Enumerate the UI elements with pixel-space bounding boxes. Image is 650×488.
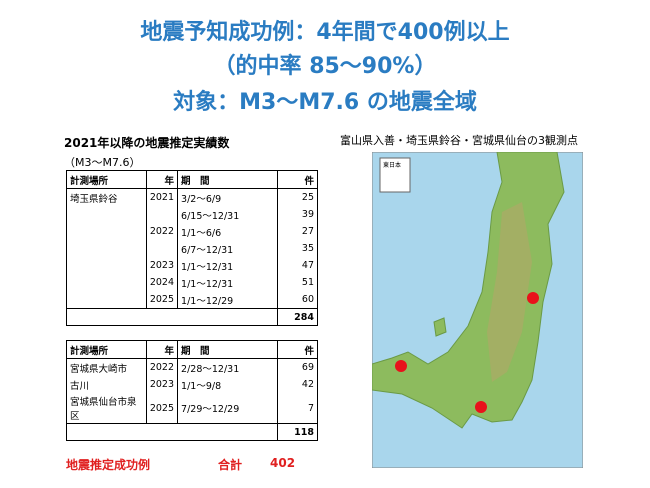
- cell: 6/7～12/31: [177, 240, 278, 257]
- row: 2023 1/1～12/31 47: [66, 257, 319, 274]
- station-dot: [527, 292, 539, 304]
- cell: 2022: [145, 358, 179, 376]
- row: 古川 2023 1/1～9/8 42: [66, 376, 319, 393]
- cell: 1/1～9/8: [177, 376, 278, 393]
- row: 6/15～12/31 39: [66, 206, 319, 223]
- sum-label: 合計: [218, 458, 243, 472]
- cell: 1/1～12/29: [177, 291, 278, 309]
- table-heading: 2021年以降の地震推定実績数: [64, 136, 230, 150]
- header-row: 計測場所年期 間件: [66, 340, 319, 359]
- cell: 60: [276, 291, 319, 309]
- cell: 2024: [145, 274, 179, 291]
- cell: 宮城県仙台市泉区: [66, 393, 147, 424]
- header-cell: 件: [276, 170, 319, 189]
- cell: 古川: [66, 376, 147, 393]
- cell: 2022: [145, 223, 179, 240]
- island: [433, 317, 447, 337]
- cell: 39: [276, 206, 319, 223]
- cell: 1/1～12/31: [177, 274, 278, 291]
- sum-value: 402: [270, 456, 296, 470]
- row: 2024 1/1～12/31 51: [66, 274, 319, 291]
- cell: [66, 240, 147, 257]
- header-cell: 期 間: [177, 170, 278, 189]
- cell: 6/15～12/31: [177, 206, 278, 223]
- cell: 47: [276, 257, 319, 274]
- cell: [66, 206, 147, 223]
- cell: 7: [276, 393, 319, 424]
- mountains: [487, 202, 532, 382]
- cell: 35: [276, 240, 319, 257]
- row: 6/7～12/31 35: [66, 240, 319, 257]
- cell: 7/29～12/29: [177, 393, 278, 424]
- cell: 宮城県大崎市: [66, 358, 147, 376]
- cell: 25: [276, 188, 319, 206]
- cell: [66, 291, 147, 309]
- total-spacer: [66, 423, 278, 441]
- station-dot: [475, 401, 487, 413]
- cell: 2025: [145, 393, 179, 424]
- row: 宮城県仙台市泉区 2025 7/29～12/29 7: [66, 393, 319, 424]
- cell: 1/1～6/6: [177, 223, 278, 240]
- cell: 埼玉県鈴谷: [66, 188, 147, 206]
- cell: [66, 223, 147, 240]
- results-table: 計測場所年期 間件埼玉県鈴谷 2021 3/2～6/9 25 6/15～12/31 39 2…: [66, 170, 319, 326]
- total-cell: 284: [276, 308, 319, 326]
- table-subheading: （M3～M7.6）: [64, 156, 141, 169]
- header-cell: 期 間: [177, 340, 278, 359]
- total-spacer: [66, 308, 278, 326]
- total-row: 284: [66, 308, 319, 326]
- cell: 1/1～12/31: [177, 257, 278, 274]
- header-cell: 年: [145, 170, 179, 189]
- title-line: 地震予知成功例：4年間で400例以上: [140, 20, 510, 45]
- cell: 51: [276, 274, 319, 291]
- map-caption: 富山県入善・埼玉県鈴谷・宮城県仙台の3観測点: [340, 134, 578, 147]
- header-cell: 計測場所: [66, 170, 147, 189]
- row: 宮城県大崎市 2022 2/28～12/31 69: [66, 358, 319, 376]
- cell: 2023: [145, 376, 179, 393]
- cell: 2023: [145, 257, 179, 274]
- legend-title: 東日本: [383, 161, 401, 169]
- row: 2022 1/1～6/6 27: [66, 223, 319, 240]
- cell: [145, 206, 179, 223]
- header-cell: 年: [145, 340, 179, 359]
- cell: 2025: [145, 291, 179, 309]
- cell: 2/28～12/31: [177, 358, 278, 376]
- title-line: 対象：M3～M7.6 の地震全域: [173, 90, 477, 115]
- header-cell: 件: [276, 340, 319, 359]
- map: 東日本: [372, 152, 583, 468]
- row: 埼玉県鈴谷 2021 3/2～6/9 25: [66, 188, 319, 206]
- cell: 3/2～6/9: [177, 188, 278, 206]
- results-table: 計測場所年期 間件宮城県大崎市 2022 2/28～12/31 69 古川 2023 1/1…: [66, 340, 319, 441]
- cell: [66, 274, 147, 291]
- legend-box: [379, 157, 411, 193]
- total-row: 118: [66, 423, 319, 441]
- station-dot: [395, 360, 407, 372]
- row: 2025 1/1～12/29 60: [66, 291, 319, 309]
- cell: [66, 257, 147, 274]
- cell: [145, 240, 179, 257]
- total-cell: 118: [276, 423, 319, 441]
- cell: 27: [276, 223, 319, 240]
- cell: 42: [276, 376, 319, 393]
- header-row: 計測場所年期 間件: [66, 170, 319, 189]
- header-cell: 計測場所: [66, 340, 147, 359]
- cell: 2021: [145, 188, 179, 206]
- title-line: （的中率 85～90%）: [213, 54, 437, 79]
- footer-label: 地震推定成功例: [66, 458, 151, 472]
- cell: 69: [276, 358, 319, 376]
